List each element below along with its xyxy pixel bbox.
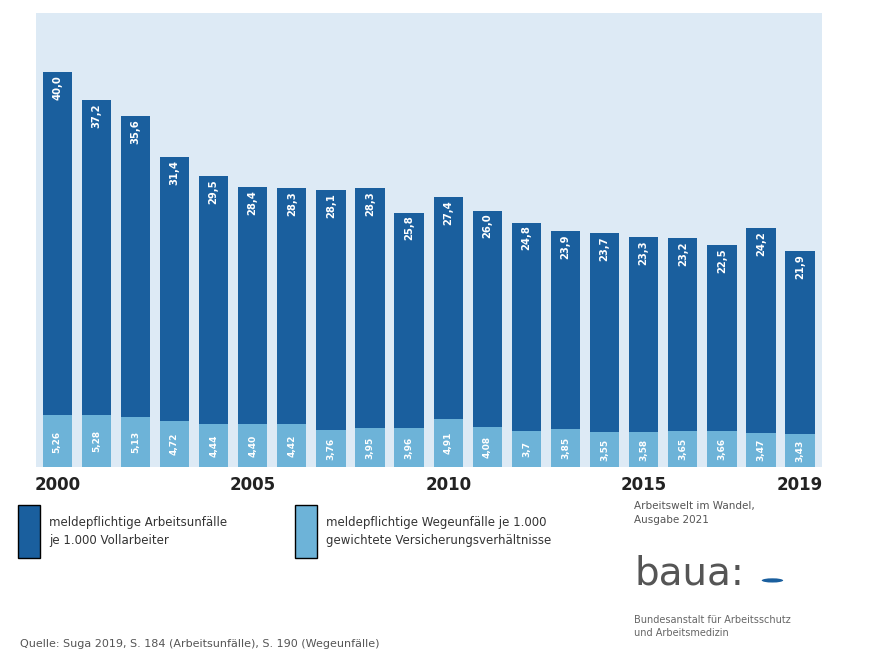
Bar (160, 157, 189, 467)
Bar (668, 432, 697, 467)
Text: 28,4: 28,4 (247, 190, 258, 215)
Text: 31,4: 31,4 (170, 160, 179, 186)
Text: 4,42: 4,42 (288, 434, 296, 457)
Text: 23,7: 23,7 (599, 237, 610, 261)
Text: meldepflichtige Wegeunfälle je 1.000
gewichtete Versicherungsverhältnisse: meldepflichtige Wegeunfälle je 1.000 gew… (326, 516, 551, 547)
Bar (472, 427, 502, 467)
Text: 29,5: 29,5 (209, 179, 219, 204)
Bar (433, 419, 463, 467)
Text: 37,2: 37,2 (91, 103, 101, 127)
Text: 3,96: 3,96 (405, 437, 413, 459)
Bar (551, 231, 580, 467)
Bar (590, 432, 619, 467)
Text: 3,55: 3,55 (600, 439, 609, 461)
Text: 4,91: 4,91 (444, 432, 453, 454)
Text: baua:: baua: (634, 554, 744, 592)
Text: 3,65: 3,65 (679, 438, 688, 461)
Text: 5,13: 5,13 (131, 431, 140, 453)
Text: 26,0: 26,0 (482, 213, 492, 238)
FancyBboxPatch shape (18, 505, 40, 558)
Text: 24,8: 24,8 (522, 225, 531, 251)
Bar (629, 432, 658, 467)
Text: 28,3: 28,3 (365, 191, 375, 215)
Bar (199, 424, 229, 467)
Bar (707, 431, 737, 467)
Text: 3,58: 3,58 (639, 439, 648, 461)
Bar (512, 431, 541, 467)
Text: Arbeitswelt im Wandel,
Ausgabe 2021: Arbeitswelt im Wandel, Ausgabe 2021 (634, 501, 755, 524)
Text: Bundesanstalt für Arbeitsschutz
und Arbeitsmedizin: Bundesanstalt für Arbeitsschutz und Arbe… (634, 615, 791, 638)
Text: 25,8: 25,8 (405, 215, 414, 241)
Bar (472, 211, 502, 467)
Bar (355, 428, 385, 467)
Text: 22,5: 22,5 (717, 248, 727, 273)
Text: 23,9: 23,9 (561, 235, 571, 259)
Text: 4,40: 4,40 (248, 434, 257, 457)
Bar (707, 245, 737, 467)
Text: 3,7: 3,7 (522, 441, 530, 457)
Bar (81, 100, 111, 467)
Text: 40,0: 40,0 (52, 76, 63, 100)
Text: 3,76: 3,76 (327, 438, 336, 460)
Text: 3,66: 3,66 (717, 438, 726, 460)
Text: 3,43: 3,43 (796, 440, 805, 461)
Bar (433, 197, 463, 467)
Bar (551, 430, 580, 467)
Text: 4,72: 4,72 (170, 433, 179, 455)
Bar (629, 237, 658, 467)
Bar (786, 434, 814, 467)
Text: 21,9: 21,9 (795, 254, 805, 279)
Text: 35,6: 35,6 (130, 119, 140, 144)
Bar (786, 251, 814, 467)
Bar (238, 424, 267, 467)
Bar (238, 187, 267, 467)
Circle shape (762, 578, 783, 583)
Text: 27,4: 27,4 (443, 200, 453, 225)
Bar (668, 239, 697, 467)
Text: 3,95: 3,95 (365, 437, 374, 459)
Bar (277, 188, 306, 467)
Bar (395, 428, 424, 467)
Bar (43, 416, 71, 467)
Bar (43, 72, 71, 467)
Bar (355, 188, 385, 467)
Bar (81, 415, 111, 467)
Text: 23,3: 23,3 (638, 240, 648, 265)
Bar (316, 430, 346, 467)
Text: 5,28: 5,28 (92, 430, 101, 452)
Text: 23,2: 23,2 (678, 241, 688, 266)
Text: 28,1: 28,1 (326, 193, 336, 218)
Bar (590, 233, 619, 467)
Bar (395, 213, 424, 467)
Bar (747, 229, 776, 467)
Bar (160, 421, 189, 467)
Bar (747, 433, 776, 467)
Text: meldepflichtige Arbeitsunfälle
je 1.000 Vollarbeiter: meldepflichtige Arbeitsunfälle je 1.000 … (49, 516, 227, 547)
Text: Quelle: Suga 2019, S. 184 (Arbeitsunfälle), S. 190 (Wegeunfälle): Quelle: Suga 2019, S. 184 (Arbeitsunfäll… (20, 639, 380, 649)
Bar (277, 424, 306, 467)
Text: 5,26: 5,26 (53, 430, 62, 453)
FancyBboxPatch shape (295, 505, 317, 558)
Text: 4,44: 4,44 (209, 434, 218, 457)
Text: 28,3: 28,3 (287, 191, 296, 215)
Bar (316, 190, 346, 467)
Bar (199, 176, 229, 467)
Bar (121, 116, 150, 467)
Text: 24,2: 24,2 (756, 231, 766, 256)
Bar (121, 417, 150, 467)
Bar (512, 223, 541, 467)
Text: 3,85: 3,85 (561, 438, 570, 459)
Text: 4,08: 4,08 (483, 436, 492, 458)
Text: 3,47: 3,47 (756, 439, 765, 461)
